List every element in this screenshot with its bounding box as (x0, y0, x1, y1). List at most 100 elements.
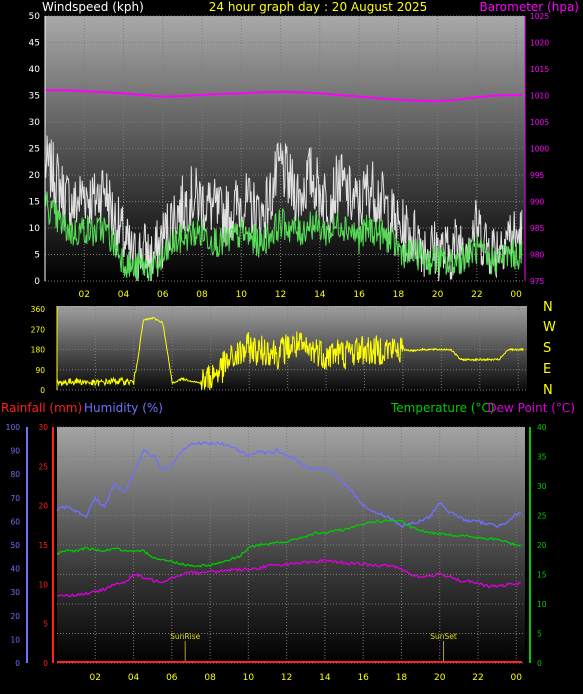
rain-y-tick-label: 15 (38, 541, 48, 550)
compass-w: W (543, 320, 556, 335)
compass-n-top: N (543, 300, 553, 315)
graph-date-title: 24 hour graph day : 20 August 2025 (209, 0, 428, 14)
wind-x-tick-label: 06 (157, 290, 169, 300)
direction-y-tick-label: 0 (40, 386, 45, 395)
rain-y-tick-label: 10 (38, 580, 48, 589)
dewpoint-line (56, 558, 522, 598)
wind-y-tick-label: 0 (34, 277, 40, 287)
barometer-y-tick-label: 1005 (530, 118, 549, 127)
temp-x-tick-label: 20 (434, 673, 446, 683)
rain-y-tick-label: 20 (38, 502, 48, 511)
humidity-y-tick-label: 0 (15, 659, 20, 668)
wind-x-tick-label: 10 (236, 290, 248, 300)
wind-average-line (44, 189, 523, 282)
barometer-y-tick-label: 1015 (530, 65, 549, 74)
wind-y-tick-label: 50 (29, 12, 41, 22)
temperature-y-tick-label: 15 (537, 571, 547, 580)
temp-x-tick-label: 06 (166, 673, 178, 683)
humidity-y-tick-label: 90 (10, 447, 20, 456)
humidity-y-tick-label: 50 (10, 541, 20, 550)
wind-x-tick-label: 08 (196, 290, 208, 300)
wind-x-tick-label: 20 (432, 290, 444, 300)
humidity-y-tick-label: 20 (10, 612, 20, 621)
wind-x-tick-label: 02 (79, 290, 90, 300)
temp-x-tick-label: 18 (396, 673, 408, 683)
barometer-y-tick-label: 975 (530, 277, 545, 286)
temp-x-tick-label: 12 (281, 673, 292, 683)
wind-y-tick-label: 10 (29, 224, 41, 234)
temp-x-tick-label: 08 (204, 673, 216, 683)
humidity-y-tick-label: 100 (6, 423, 21, 432)
temperature-y-tick-label: 5 (537, 630, 542, 639)
wind-x-tick-label: 00 (510, 290, 522, 300)
wind-y-tick-label: 5 (34, 251, 40, 261)
barometer-y-tick-label: 980 (530, 251, 545, 260)
direction-y-tick-label: 90 (35, 366, 45, 375)
barometer-y-tick-label: 1020 (530, 39, 549, 48)
direction-panel-series (56, 316, 524, 391)
wind-x-tick-label: 14 (314, 290, 326, 300)
direction-panel-axes: 0 90 180 270 360 (31, 305, 58, 395)
temp-x-tick-label: 00 (511, 673, 523, 683)
wind-y-tick-label: 20 (29, 171, 41, 181)
temperature-y-tick-label: 40 (537, 423, 547, 432)
barometer-title: Barometer (hpa) (480, 0, 579, 14)
sunset-label: SunSet (430, 632, 457, 641)
barometer-line (45, 89, 523, 103)
dewpoint-title: Dew Point (°C) (487, 401, 575, 415)
wind-y-tick-label: 40 (29, 65, 41, 75)
compass-s: S (543, 341, 551, 356)
temperature-line (56, 519, 522, 568)
barometer-y-tick-label: 1000 (530, 145, 549, 154)
sunrise-label: SunRise (170, 632, 200, 641)
temperature-panel-axes: 02 04 06 08 10 12 14 16 18 20 22 000510152025303540… (6, 423, 547, 683)
wind-y-tick-label: 25 (29, 145, 40, 155)
wind-gust-line (44, 135, 523, 282)
wind-panel-series (44, 89, 523, 282)
direction-y-tick-label: 360 (31, 305, 46, 314)
wind-x-tick-label: 18 (393, 290, 405, 300)
temperature-panel-series: SunRise SunSet (56, 440, 522, 663)
wind-y-tick-label: 15 (29, 198, 40, 208)
rain-y-tick-label: 25 (38, 462, 48, 471)
wind-y-tick-label: 45 (29, 39, 40, 49)
barometer-y-tick-label: 990 (530, 198, 545, 207)
compass-n-bottom: N (543, 383, 553, 398)
wind-y-tick-label: 35 (29, 92, 40, 102)
wind-x-tick-label: 04 (118, 290, 130, 300)
compass-e: E (543, 362, 551, 377)
humidity-y-tick-label: 40 (10, 565, 20, 574)
temperature-y-tick-label: 0 (537, 659, 542, 668)
barometer-y-tick-label: 985 (530, 224, 545, 233)
wind-direction-line (56, 316, 524, 391)
humidity-y-tick-label: 30 (10, 588, 20, 597)
wind-x-tick-label: 22 (471, 290, 482, 300)
direction-y-tick-label: 270 (31, 325, 46, 334)
wind-x-tick-label: 16 (353, 290, 365, 300)
temp-x-tick-label: 10 (243, 673, 255, 683)
barometer-y-tick-label: 995 (530, 171, 545, 180)
wind-x-tick-label: 12 (275, 290, 286, 300)
windspeed-title: Windspeed (kph) (42, 0, 144, 14)
temperature-title: Temperature (°C) (390, 401, 495, 415)
temp-x-tick-label: 14 (319, 673, 331, 683)
direction-y-tick-label: 180 (31, 346, 46, 355)
temp-x-tick-label: 04 (128, 673, 140, 683)
rainfall-title: Rainfall (mm) (1, 401, 82, 415)
rain-y-tick-label: 30 (38, 423, 48, 432)
temperature-y-tick-label: 10 (537, 600, 547, 609)
humidity-y-tick-label: 80 (10, 470, 20, 479)
humidity-title: Humidity (%) (84, 401, 163, 415)
wind-y-tick-label: 30 (29, 118, 41, 128)
barometer-y-tick-label: 1025 (530, 12, 549, 21)
wind-panel-axes: 02 04 06 08 10 12 14 16 18 20 22 000510152025303540… (29, 12, 550, 300)
humidity-line (56, 440, 522, 528)
temperature-y-tick-label: 35 (537, 453, 547, 462)
temperature-y-tick-label: 25 (537, 512, 547, 521)
barometer-y-tick-label: 1010 (530, 92, 549, 101)
humidity-y-tick-label: 70 (10, 494, 20, 503)
humidity-y-tick-label: 60 (10, 517, 20, 526)
temp-x-tick-label: 16 (357, 673, 369, 683)
rain-y-tick-label: 0 (43, 659, 48, 668)
